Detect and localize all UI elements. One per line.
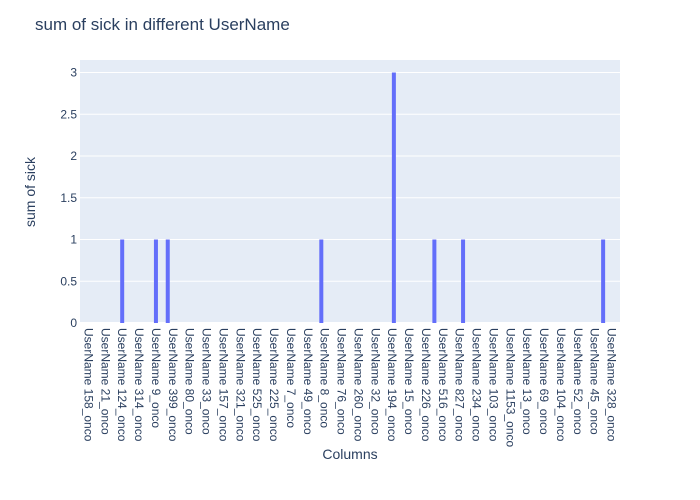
x-tick-label: UserName 158_onco: [81, 328, 95, 442]
x-tick-label: UserName 399_onco: [166, 328, 180, 442]
x-axis-title: Columns: [322, 446, 377, 462]
x-tick-label: UserName 124_onco: [115, 328, 129, 442]
x-tick-label: UserName 525_onco: [250, 328, 264, 442]
x-tick-label: UserName 69_onco: [537, 328, 551, 435]
y-tick-label: 2.5: [60, 107, 77, 121]
bar[interactable]: [319, 239, 324, 323]
y-tick-label: 3: [70, 66, 77, 80]
x-tick-label: UserName 45_onco: [588, 328, 602, 435]
bar[interactable]: [120, 239, 125, 323]
x-tick-label: UserName 226_onco: [419, 328, 433, 442]
x-tick-label: UserName 8_onco: [318, 328, 332, 428]
x-tick-label: UserName 103_onco: [486, 328, 500, 442]
y-tick-label: 2: [70, 149, 77, 163]
y-tick-label: 1.5: [60, 191, 77, 205]
bar[interactable]: [165, 239, 170, 323]
x-tick-label: UserName 15_onco: [402, 328, 416, 435]
y-tick-label: 0: [70, 316, 77, 330]
x-tick-label: UserName 234_onco: [470, 328, 484, 442]
bar[interactable]: [432, 239, 437, 323]
x-tick-label: UserName 9_onco: [149, 328, 163, 428]
bar[interactable]: [391, 72, 396, 324]
x-tick-label: UserName 225_onco: [267, 328, 281, 442]
y-tick-labels: 0 0.5 1 1.5 2 2.5 3: [60, 66, 77, 330]
bars: [120, 72, 606, 324]
bar[interactable]: [153, 239, 158, 323]
x-tick-label: UserName 32_onco: [368, 328, 382, 435]
bar[interactable]: [461, 239, 466, 323]
chart-title: sum of sick in different UserName: [35, 15, 290, 34]
x-tick-label: UserName 33_onco: [200, 328, 214, 435]
x-tick-label: UserName 7_onco: [284, 328, 298, 428]
x-tick-label: UserName 1153_onco: [503, 328, 517, 448]
plot-area: [80, 60, 620, 323]
bar[interactable]: [601, 239, 606, 323]
x-tick-labels: UserName 158_onco UserName 21_onco UserNam…: [81, 328, 618, 448]
x-tick-label: UserName 827_onco: [453, 328, 467, 442]
x-tick-label: UserName 76_onco: [335, 328, 349, 435]
x-tick-label: UserName 314_onco: [132, 328, 146, 442]
y-tick-label: 0.5: [60, 274, 77, 288]
y-axis-title: sum of sick: [22, 156, 38, 227]
x-tick-label: UserName 52_onco: [571, 328, 585, 435]
x-tick-label: UserName 80_onco: [183, 328, 197, 435]
x-tick-label: UserName 328_onco: [605, 328, 619, 442]
x-tick-label: UserName 13_onco: [520, 328, 534, 435]
x-tick-label: UserName 194_onco: [385, 328, 399, 442]
x-tick-label: UserName 21_onco: [98, 328, 112, 435]
x-tick-label: UserName 321_onco: [233, 328, 247, 442]
x-tick-label: UserName 49_onco: [301, 328, 315, 435]
x-tick-label: UserName 157_onco: [216, 328, 230, 442]
y-gridlines: [80, 72, 620, 324]
x-tick-label: UserName 260_onco: [351, 328, 365, 442]
x-tick-label: UserName 516_onco: [436, 328, 450, 442]
x-tick-label: UserName 104_onco: [554, 328, 568, 442]
y-tick-label: 1: [70, 233, 77, 247]
